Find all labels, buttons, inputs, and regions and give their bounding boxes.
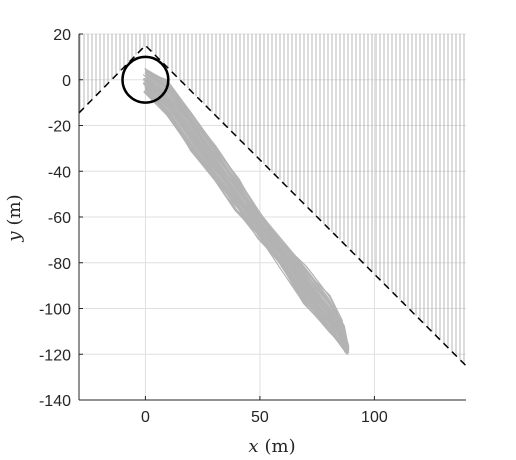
x-tick-label: 50	[251, 409, 269, 426]
trajectory-line	[144, 67, 348, 346]
y-tick-label: 0	[62, 73, 71, 90]
trajectory-line	[144, 72, 348, 352]
y-tick-label: -120	[39, 347, 71, 364]
y-axis-unit: (m)	[4, 194, 25, 225]
start-circle	[121, 55, 170, 104]
tick-labels: 0 50 100 20 0 -20 -40 -60 -80 -100 -120 -140	[39, 27, 388, 426]
y-tick-label: 20	[53, 27, 71, 44]
start-circle-outline	[121, 55, 170, 104]
y-axis-label: y (m)	[4, 194, 25, 242]
y-tick-label: -20	[48, 119, 71, 136]
y-tick-label: -60	[48, 210, 71, 227]
y-tick-label: -80	[48, 256, 71, 273]
trajectory-series	[142, 67, 350, 356]
shaded-region	[79, 34, 465, 364]
x-axis-variable: x	[248, 436, 258, 457]
x-axis-unit: (m)	[265, 436, 296, 457]
axes	[78, 33, 466, 401]
x-tick-label: 100	[361, 409, 388, 426]
trajectory-line	[145, 77, 349, 354]
trajectory-line	[142, 79, 350, 348]
x-axis-label: x (m)	[248, 436, 295, 457]
boundary-dashed-line	[79, 44, 466, 367]
x-tick-label: 0	[141, 409, 150, 426]
y-tick-label: -40	[48, 164, 71, 181]
trajectory-line	[144, 87, 346, 348]
y-tick-label: -140	[39, 393, 71, 410]
y-axis-variable: y	[4, 231, 25, 243]
trajectory-line	[146, 89, 348, 351]
boundary-line	[79, 44, 466, 367]
y-tick-label: -100	[39, 302, 71, 319]
trajectory-line	[144, 82, 349, 354]
